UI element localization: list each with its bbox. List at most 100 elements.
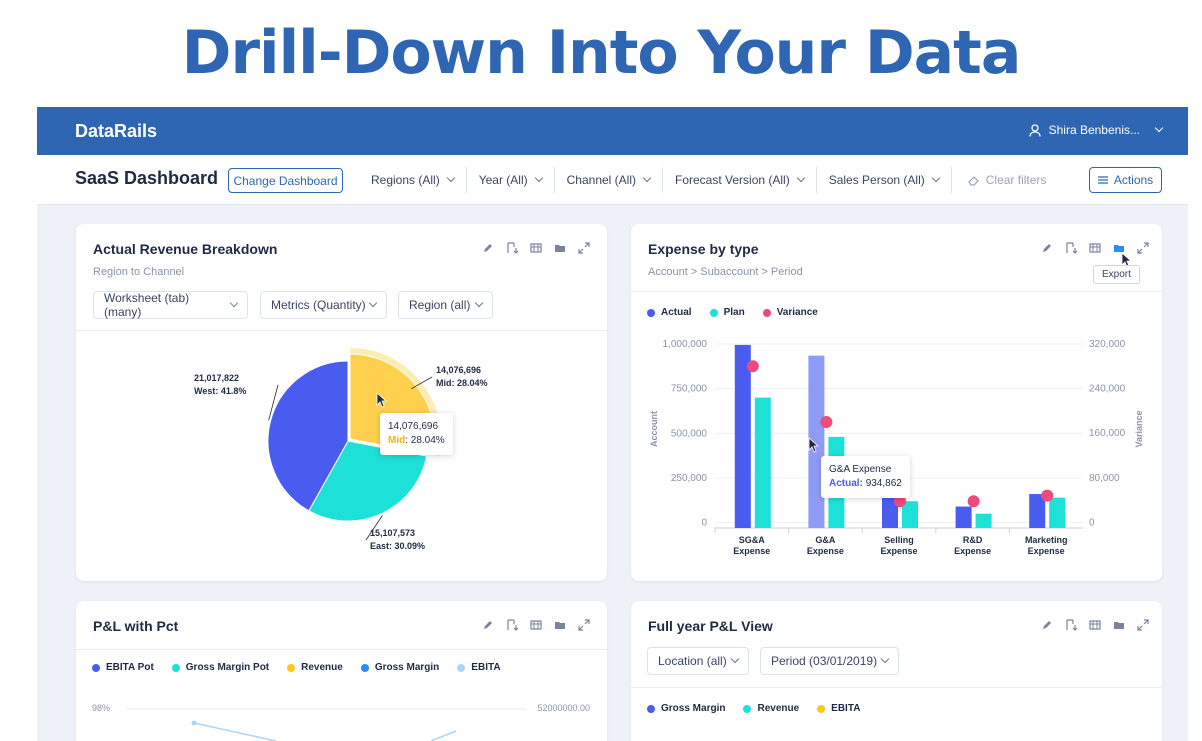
y-tick-label: 0 [701,518,707,529]
legend-item-actual[interactable]: Actual [647,307,692,318]
clear-filters-button[interactable]: Clear filters [952,173,1046,187]
folder-icon[interactable] [554,242,566,254]
variance-point[interactable] [820,416,833,429]
edit-icon[interactable] [482,619,494,631]
variance-point[interactable] [894,495,906,508]
location-dropdown[interactable]: Location (all) [647,647,749,675]
sort-icon[interactable] [506,619,518,631]
actions-button[interactable]: Actions [1089,167,1162,193]
export-tooltip: Export [1093,265,1140,284]
period-dropdown[interactable]: Period (03/01/2019) [760,647,899,675]
pie-pct-label: East: 30.09% [370,541,425,551]
x-tick-label: Expense [880,546,917,556]
legend-item-variance[interactable]: Variance [762,307,818,318]
card-toolbar [482,619,590,631]
card-title: P&L with Pct [93,618,179,634]
table-icon[interactable] [530,242,542,254]
bar-actual[interactable] [734,344,751,528]
app-window: DataRails Shira Benbenis... SaaS Dashboa… [37,107,1188,741]
mouse-cursor-icon [376,392,388,408]
right-axis-tick: 52000000.00 [537,703,590,713]
card-divider [631,687,1162,688]
card-divider [76,649,607,650]
chevron-down-icon [642,173,652,183]
metrics-dropdown[interactable]: Metrics (Quantity) [260,291,387,319]
expand-icon[interactable] [578,619,590,631]
card-divider [631,291,1162,292]
legend-item-gross-margin[interactable]: Gross Margin [647,703,725,714]
pie-leader-line [411,376,433,390]
pie-slice-east[interactable] [308,440,428,522]
legend-item-ebita[interactable]: EBITA [457,662,501,673]
edit-icon[interactable] [1041,242,1053,254]
bar-actual[interactable] [1029,494,1046,528]
card-title: Expense by type [648,241,759,257]
y2-tick-label: 240,000 [1089,384,1126,395]
filter-year[interactable]: Year (All) [467,167,555,193]
legend-item-revenue[interactable]: Revenue [743,703,799,714]
x-tick-label: Expense [1028,546,1065,556]
legend-item-revenue[interactable]: Revenue [287,662,343,673]
export-folder-icon[interactable] [1113,242,1125,254]
filter-forecast-version[interactable]: Forecast Version (All) [663,167,817,193]
table-icon[interactable] [1089,619,1101,631]
legend-item-ebita-pot[interactable]: EBITA Pot [92,662,154,673]
folder-icon[interactable] [1113,619,1125,631]
bar-plan[interactable] [902,501,918,528]
pl-line-chart [126,708,526,741]
pl-legend: EBITA Pot Gross Margin Pot Revenue Gross… [92,662,501,673]
bar-plan[interactable] [1049,497,1066,528]
expand-icon[interactable] [578,242,590,254]
card-toolbar [1041,242,1149,254]
legend-item-ebita[interactable]: EBITA [817,703,860,714]
bar-actual[interactable] [955,506,972,528]
chevron-down-icon [229,298,239,308]
user-name: Shira Benbenis... [1048,123,1140,137]
variance-point[interactable] [1041,489,1054,502]
edit-icon[interactable] [1041,619,1053,631]
edit-icon[interactable] [482,242,494,254]
table-icon[interactable] [530,619,542,631]
y2-tick-label: 160,000 [1089,428,1126,439]
legend-item-plan[interactable]: Plan [709,307,745,318]
chevron-down-icon [730,654,740,664]
x-tick-label: Marketing [1025,535,1068,545]
sort-icon[interactable] [1065,619,1077,631]
bar-plan[interactable] [754,397,771,528]
bar-plan[interactable] [975,513,992,528]
x-tick-label: Expense [954,546,991,556]
folder-icon[interactable] [554,619,566,631]
bar-actual[interactable] [808,355,825,528]
region-dropdown[interactable]: Region (all) [398,291,493,319]
y-axis-label: Account [649,411,659,447]
worksheet-dropdown[interactable]: Worksheet (tab) (many) [93,291,248,319]
menu-icon [1097,176,1108,184]
filter-channel[interactable]: Channel (All) [555,167,663,193]
table-icon[interactable] [1089,242,1101,254]
chevron-down-icon [368,298,378,308]
legend-item-gross-margin[interactable]: Gross Margin [360,662,439,673]
legend-item-gross-margin-pot[interactable]: Gross Margin Pot [171,662,269,673]
filter-regions[interactable]: Regions (All) [359,167,467,193]
chevron-down-icon [446,173,455,183]
y2-tick-label: 0 [1089,517,1095,528]
pie-slice-west[interactable] [267,360,349,512]
user-menu[interactable]: Shira Benbenis... [1028,123,1164,137]
expand-icon[interactable] [1137,619,1149,631]
variance-point[interactable] [746,360,759,373]
sort-icon[interactable] [1065,242,1077,254]
chevron-down-icon [534,173,543,183]
sort-icon[interactable] [506,242,518,254]
x-tick-label: SG&A [739,535,766,545]
eraser-icon [967,175,979,186]
card-toolbar [1041,619,1149,631]
card-subtitle: Account > Subaccount > Period [648,266,803,278]
card-subtitle: Region to Channel [93,266,185,278]
full-year-card: Full year P&L View Location (all) Period… [631,601,1162,741]
filter-sales-person[interactable]: Sales Person (All) [817,167,952,193]
variance-point[interactable] [967,495,980,508]
expand-icon[interactable] [1137,242,1149,254]
bar-actual[interactable] [882,494,898,528]
brand-logo[interactable]: DataRails [75,121,158,141]
change-dashboard-button[interactable]: Change Dashboard [228,168,343,193]
